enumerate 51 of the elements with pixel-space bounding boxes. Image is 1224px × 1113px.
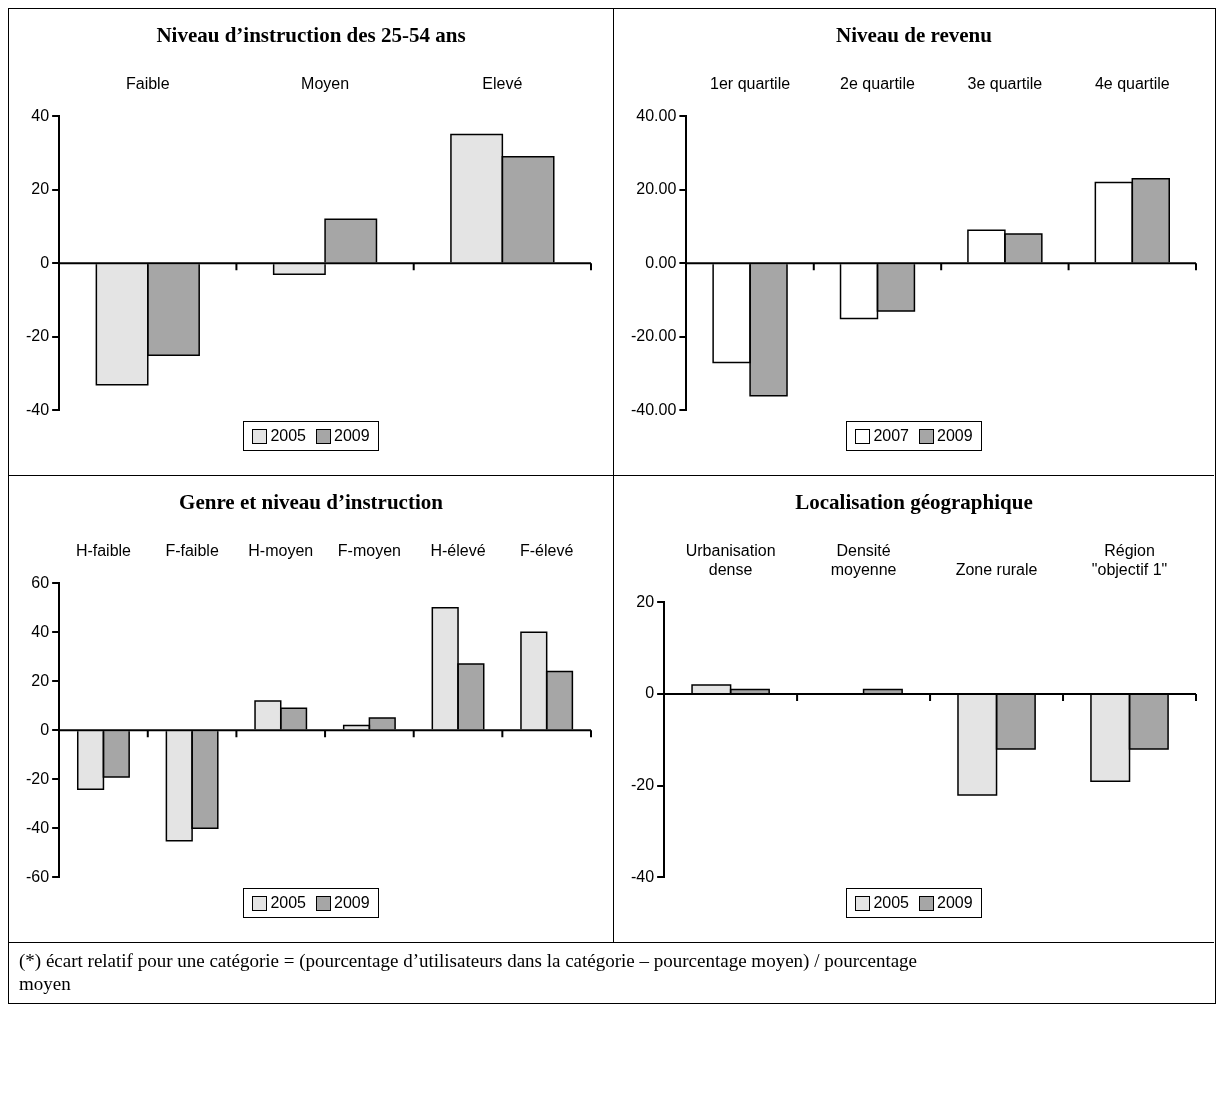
y-tick-label: 0.00	[645, 253, 677, 271]
text: (*) écart relatif pour une catégorie = (pourcentage d’utilisateurs dans la catégorie – pourcentage moyen) / pourcentage moyen	[19, 949, 919, 995]
y-tick-label: -40	[631, 867, 655, 885]
x-tick-label: Elevé	[482, 75, 523, 93]
x-tick-label: Zone rurale	[955, 561, 1038, 579]
legend-label: 2009	[334, 894, 370, 912]
x-tick-label: Faible	[125, 75, 170, 93]
y-tick-label: -40.00	[630, 400, 677, 418]
y-tick-label: -20	[26, 769, 50, 787]
x-tick-label: 3e quartile	[967, 75, 1043, 93]
y-tick-label: 20	[31, 180, 50, 198]
y-tick-label: 40	[31, 106, 50, 124]
y-tick-label: -20.00	[630, 327, 677, 345]
x-tick-label: 1er quartile	[710, 75, 791, 93]
x-tick-label: F-moyen	[337, 542, 401, 560]
y-tick-label: 0	[40, 720, 50, 738]
x-tick-label: Urbanisation dense	[685, 542, 776, 579]
x-tick-label: F-faible	[165, 542, 219, 560]
y-tick-label: 40.00	[636, 106, 677, 124]
chart-title: Niveau de revenu	[835, 22, 993, 49]
legend-label: 2009	[937, 894, 973, 912]
chart-title: Genre et niveau d’instruction	[178, 489, 444, 516]
legend-label: 2009	[334, 427, 370, 445]
y-tick-label: 0	[645, 684, 655, 702]
legend-label: 2009	[937, 427, 973, 445]
x-tick-label: H-faible	[75, 542, 132, 560]
y-tick-label: 60	[31, 573, 50, 591]
chart-title: Niveau d’instruction des 25-54 ans	[155, 22, 467, 49]
y-tick-label: 20.00	[636, 180, 677, 198]
y-tick-label: -60	[26, 867, 50, 885]
legend-label: 2007	[873, 427, 909, 445]
y-tick-label: -20	[26, 327, 50, 345]
x-tick-label: 4e quartile	[1094, 75, 1170, 93]
x-tick-label: Moyen	[301, 75, 350, 93]
y-tick-label: 40	[31, 622, 50, 640]
y-tick-label: 20	[636, 592, 655, 610]
x-tick-label: 2e quartile	[840, 75, 915, 93]
y-tick-label: -40	[26, 818, 50, 836]
x-tick-label: Densité moyenne	[830, 542, 897, 579]
legend-label: 2005	[270, 894, 306, 912]
legend-label: 2005	[270, 427, 306, 445]
x-tick-label: H-moyen	[248, 542, 314, 560]
x-tick-label: H-élevé	[430, 542, 486, 560]
y-tick-label: 20	[31, 671, 50, 689]
x-tick-label: Région "objectif 1"	[1091, 542, 1168, 579]
x-tick-label: F-élevé	[520, 542, 574, 560]
legend-label: 2005	[873, 894, 909, 912]
chart-title: Localisation géographique	[794, 489, 1034, 516]
y-tick-label: -20	[631, 776, 655, 794]
y-tick-label: 0	[40, 253, 50, 271]
y-tick-label: -40	[26, 400, 50, 418]
